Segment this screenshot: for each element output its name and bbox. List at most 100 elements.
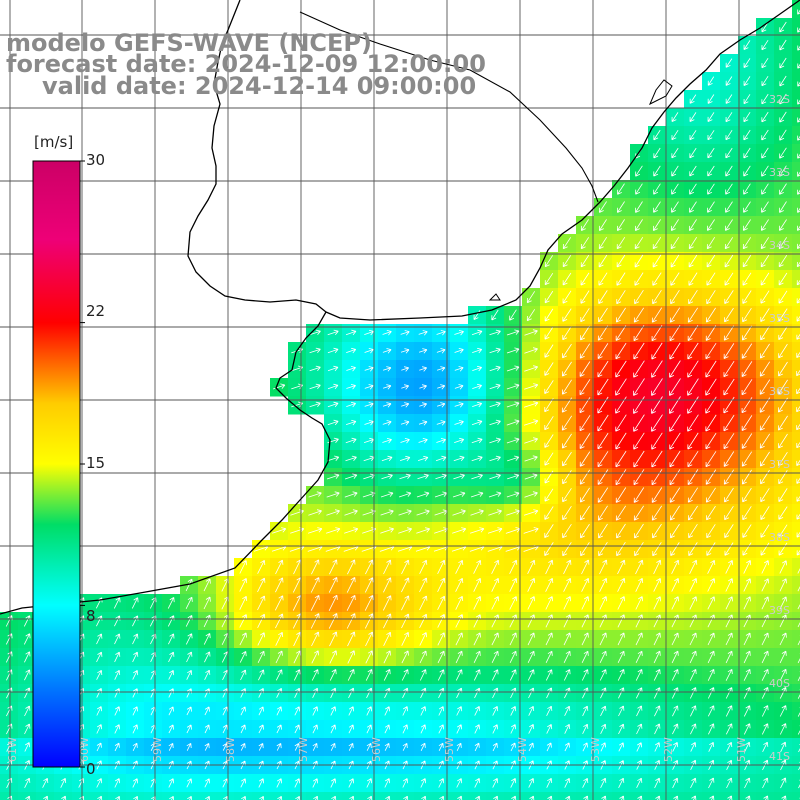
wind-arrow <box>743 578 751 592</box>
wind-cell <box>792 54 800 73</box>
wind-arrow <box>23 633 31 645</box>
wind-arrow <box>743 58 751 68</box>
wind-arrow <box>545 577 554 592</box>
wind-arrow <box>222 724 228 734</box>
wind-arrow <box>562 308 572 322</box>
wind-arrow <box>276 706 282 716</box>
wind-arrow <box>544 380 554 394</box>
wind-cell <box>36 792 55 800</box>
wind-arrow <box>326 473 340 480</box>
wind-arrow <box>778 379 788 395</box>
wind-arrow <box>762 741 769 752</box>
wind-arrow <box>723 414 735 432</box>
wind-cell <box>252 792 271 800</box>
wind-arrow <box>545 669 553 681</box>
wind-arrow <box>581 219 589 231</box>
colorbar-gradient <box>32 160 81 768</box>
wind-arrow <box>416 527 431 534</box>
wind-arrow <box>348 706 354 716</box>
wind-arrow <box>797 580 800 592</box>
wind-arrow <box>597 360 609 378</box>
wind-arrow <box>204 651 211 663</box>
wind-arrow <box>327 365 339 372</box>
wind-arrow <box>402 778 408 788</box>
wind-cell <box>306 792 325 800</box>
wind-arrow <box>545 559 554 575</box>
wind-arrow <box>114 724 120 734</box>
wind-arrow <box>652 289 662 305</box>
wind-arrow <box>582 705 589 717</box>
wind-arrow <box>326 509 340 516</box>
wind-cell <box>792 324 800 343</box>
wind-arrow <box>346 594 356 611</box>
wind-arrow <box>344 527 359 534</box>
wind-arrow <box>654 742 660 752</box>
wind-arrow <box>689 219 697 231</box>
wind-arrow <box>707 650 715 664</box>
wind-arrow <box>563 559 572 575</box>
wind-arrow <box>546 777 553 788</box>
wind-arrow <box>43 795 49 800</box>
wind-arrow <box>634 236 644 250</box>
wind-arrow <box>345 419 357 426</box>
wind-arrow <box>579 415 591 432</box>
wind-arrow <box>327 455 340 462</box>
wind-arrow <box>240 706 246 716</box>
wind-arrow <box>472 347 483 354</box>
wind-arrow <box>707 112 715 122</box>
wind-arrow <box>653 669 661 681</box>
wind-arrow <box>114 742 120 752</box>
wind-arrow <box>742 254 752 268</box>
wind-arrow <box>420 742 426 751</box>
wind-arrow <box>651 487 663 503</box>
wind-arrow <box>545 632 553 646</box>
wind-arrow <box>797 562 800 574</box>
wind-arrow <box>797 653 800 664</box>
wind-arrow <box>706 236 716 250</box>
wind-cell <box>792 414 800 433</box>
wind-arrow <box>724 237 734 250</box>
wind-arrow <box>366 778 372 788</box>
wind-arrow <box>562 433 572 449</box>
wind-arrow <box>598 541 608 557</box>
wind-cell <box>576 792 595 800</box>
wind-arrow <box>653 559 662 575</box>
wind-arrow <box>778 308 788 322</box>
wind-arrow <box>419 613 428 628</box>
wind-cell <box>792 126 800 145</box>
wind-arrow <box>438 742 444 751</box>
wind-cell <box>216 792 235 800</box>
wind-arrow <box>524 491 538 498</box>
wind-arrow <box>651 307 663 323</box>
wind-arrow <box>168 706 174 716</box>
wind-arrow <box>239 560 247 574</box>
wind-arrow <box>633 432 645 450</box>
wind-cell <box>792 198 800 217</box>
wind-arrow <box>272 527 287 534</box>
wind-arrow <box>652 542 662 557</box>
wind-arrow <box>132 706 138 716</box>
wind-arrow <box>671 669 679 681</box>
wind-arrow <box>671 632 679 646</box>
wind-arrow <box>708 741 715 752</box>
wind-arrow <box>310 613 320 629</box>
wind-arrow <box>615 487 627 503</box>
wind-arrow <box>309 365 321 372</box>
latitude-label: 36S <box>769 385 790 398</box>
wind-arrow <box>779 632 787 646</box>
wind-arrow <box>725 94 733 104</box>
wind-arrow <box>132 633 139 645</box>
wind-arrow <box>725 165 733 177</box>
wind-arrow <box>506 383 520 390</box>
wind-cell <box>792 774 800 793</box>
wind-arrow <box>492 724 498 734</box>
wind-arrow <box>615 396 627 414</box>
wind-arrow <box>618 705 625 717</box>
wind-cell <box>486 792 505 800</box>
wind-arrow <box>491 650 499 663</box>
wind-arrow <box>416 491 430 498</box>
wind-arrow <box>725 219 733 231</box>
wind-arrow <box>653 650 661 664</box>
wind-arrow <box>472 401 483 408</box>
wind-arrow <box>616 236 626 250</box>
